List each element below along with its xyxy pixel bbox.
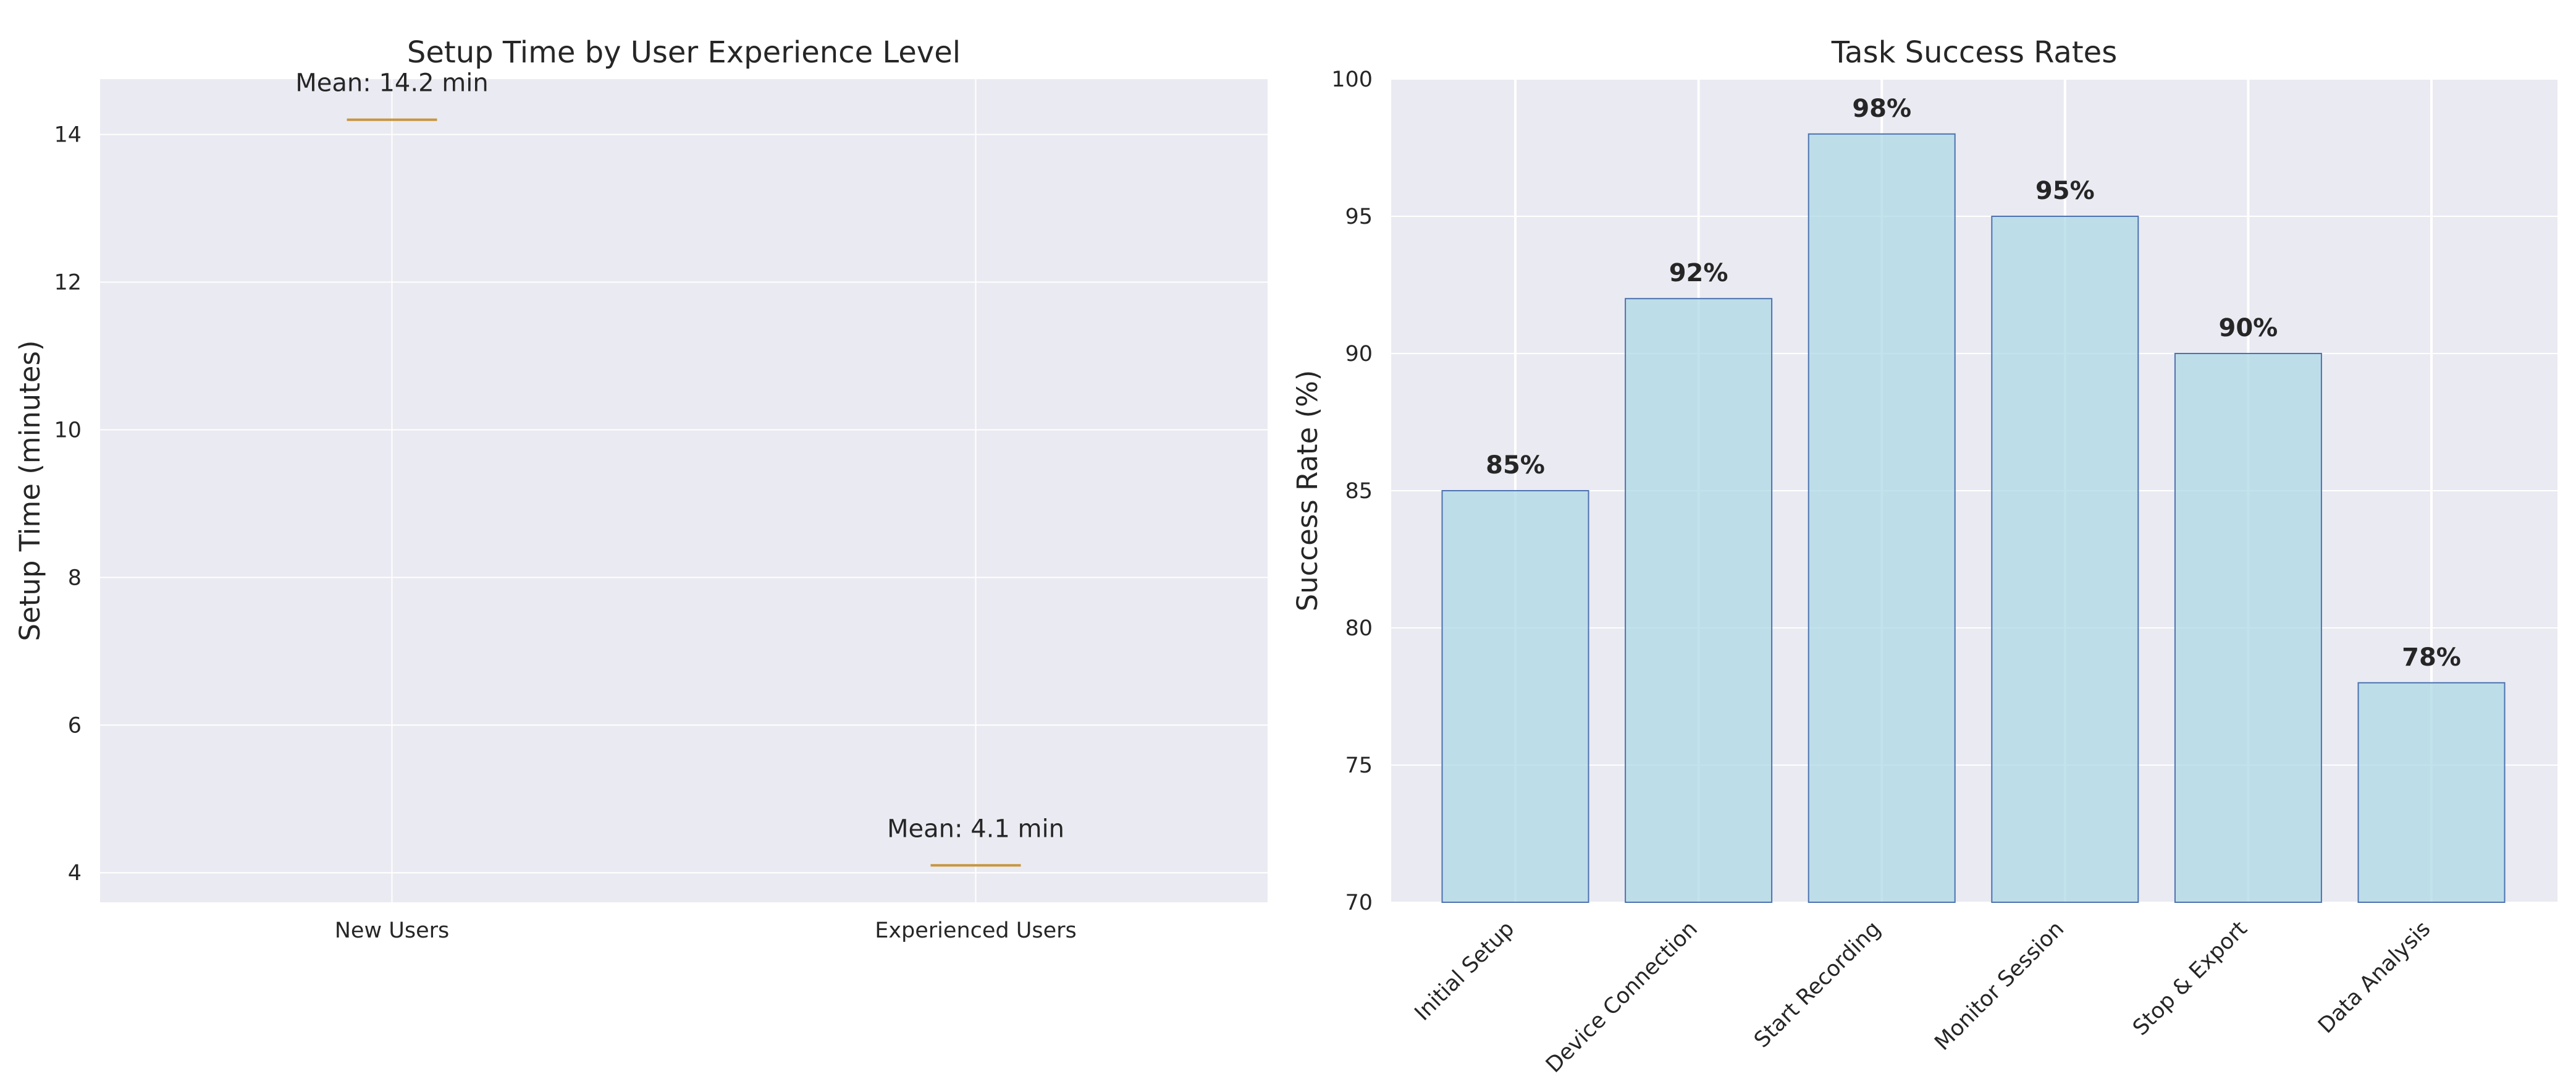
mean-annotation: Mean: 4.1 min bbox=[887, 815, 1064, 843]
y-tick-label: 70 bbox=[1345, 891, 1373, 915]
y-tick-label: 80 bbox=[1345, 616, 1373, 641]
y-tick-label: 75 bbox=[1345, 753, 1373, 778]
y-tick-label: 100 bbox=[1331, 67, 1373, 92]
bar bbox=[1991, 216, 2139, 903]
y-tick-label: 85 bbox=[1345, 479, 1373, 504]
median-lines bbox=[347, 118, 1021, 867]
x-tick-label: New Users bbox=[335, 918, 449, 943]
x-tick-label: Initial Setup bbox=[1410, 916, 1520, 1026]
x-tick-label: Monitor Session bbox=[1930, 916, 2069, 1056]
y-axis-label: Success Rate (%) bbox=[1291, 370, 1324, 612]
y-axis-label: Setup Time (minutes) bbox=[14, 341, 46, 641]
bar bbox=[1441, 490, 1589, 903]
success-rate-panel: 70 75 80 85 90 95 100 85% Initial Setup 92% Device… bbox=[1291, 35, 2557, 1078]
bar bbox=[1808, 133, 1956, 903]
bars bbox=[1441, 133, 2506, 904]
tick-labels: 4 6 8 10 12 14 New Users Mean: 14.2 min Experien… bbox=[54, 69, 1076, 943]
y-tick-label: 8 bbox=[68, 565, 82, 590]
bar-value-label: 78% bbox=[2402, 643, 2461, 672]
y-tick-label: 90 bbox=[1345, 342, 1373, 366]
bar bbox=[1625, 298, 1773, 903]
plot-area-background bbox=[100, 79, 1268, 902]
x-tick-label: Start Recording bbox=[1749, 916, 1885, 1052]
chart-title: Task Success Rates bbox=[1831, 35, 2117, 70]
y-tick-label: 12 bbox=[54, 271, 82, 295]
bar-value-label: 95% bbox=[2035, 177, 2095, 205]
y-tick-label: 6 bbox=[68, 713, 82, 738]
y-tick-label: 95 bbox=[1345, 205, 1373, 229]
bar-value-label: 92% bbox=[1669, 259, 1728, 287]
bar bbox=[2174, 353, 2322, 903]
x-tick-label: Stop & Export bbox=[2128, 916, 2252, 1041]
x-tick-label: Experienced Users bbox=[875, 918, 1077, 943]
grid-lines bbox=[100, 79, 1268, 902]
y-tick-label: 14 bbox=[54, 123, 82, 148]
bar-value-label: 90% bbox=[2219, 314, 2278, 342]
mean-annotation: Mean: 14.2 min bbox=[295, 69, 488, 98]
bar-value-label: 98% bbox=[1852, 95, 1911, 123]
x-tick-label: Data Analysis bbox=[2313, 916, 2435, 1038]
y-tick-label: 10 bbox=[54, 418, 82, 442]
y-tick-label: 4 bbox=[68, 861, 82, 886]
setup-time-panel: 4 6 8 10 12 14 New Users Mean: 14.2 min Experien… bbox=[14, 35, 1268, 943]
bar bbox=[2357, 682, 2506, 904]
bar-value-label: 85% bbox=[1486, 451, 1545, 480]
chart-title: Setup Time by User Experience Level bbox=[407, 35, 961, 70]
x-tick-label: Device Connection bbox=[1541, 916, 1703, 1078]
